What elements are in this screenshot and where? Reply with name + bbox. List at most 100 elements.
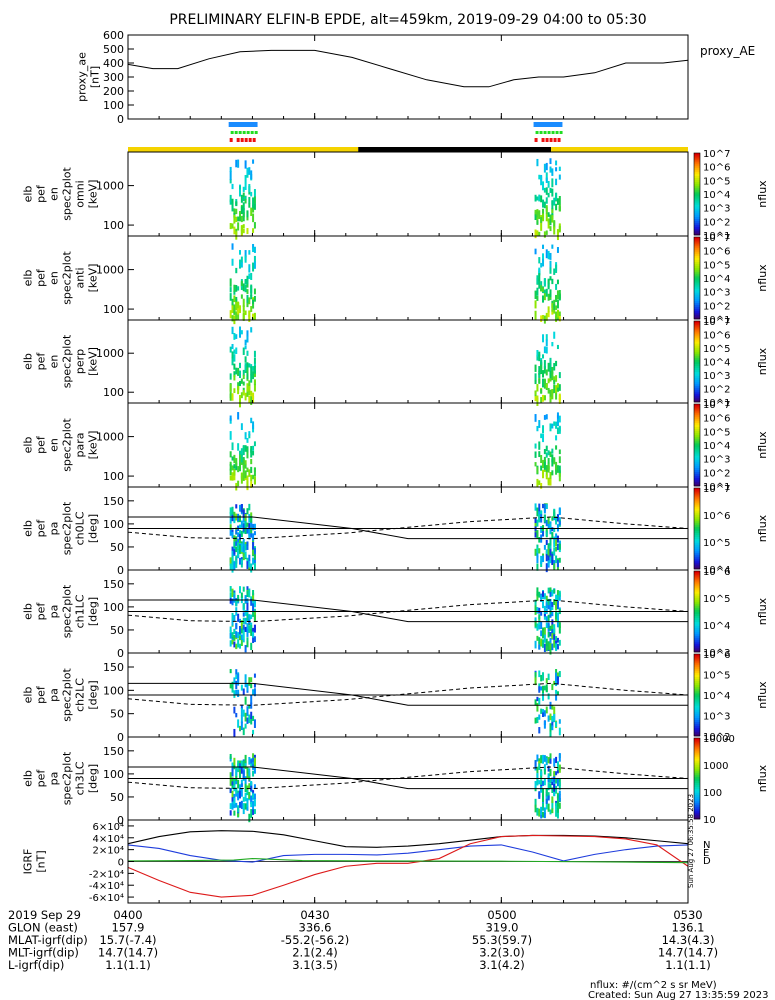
spectro-cell [547,378,550,384]
ylabel-line: pa [48,522,61,536]
spectro-cell [235,537,238,546]
spectro-cell [239,769,241,775]
spectro-cell [231,612,234,620]
spectro-cell [551,309,554,315]
spectro-cell [547,782,550,791]
ylabel-line: para [74,433,87,458]
proxy-ae-right-label: proxy_AE [700,44,755,58]
spectro-cell [252,213,255,223]
spectro-cell [545,684,548,692]
colorbar-seg [694,788,700,792]
spectro-cell [233,208,236,218]
spectro-cell [242,312,245,320]
colorbar-seg [694,434,700,438]
spectro-cell [240,194,243,203]
spectro-cell [540,757,543,764]
colorbar-seg [694,506,700,509]
y-tick-label: 100 [103,768,124,781]
spectro-cell [244,762,247,769]
flag-green-0-2 [238,131,242,134]
spectro-cell [553,547,556,556]
spectro-cell [534,373,537,383]
spectro-cell [246,557,249,564]
spectro-cell [231,632,234,637]
spectro-cell [250,272,253,280]
y-tick-label: 150 [103,745,124,758]
spectro-cell [240,707,243,717]
spectro-cell [553,197,556,206]
spectro-cell [558,294,561,300]
spectro-cell [233,677,236,685]
colorbar-seg [694,271,700,275]
spectro-cell [253,523,256,531]
flag-blue-1 [533,122,563,127]
spectro-cell [534,677,537,686]
spectro-cell [534,640,537,649]
colorbar-seg [694,300,700,303]
colorbar-seg [694,554,700,558]
colorbar-seg [694,812,700,816]
spectro-cell [248,704,251,709]
flag-red-0-2 [244,138,248,142]
colorbar-tick: 10^5 [703,176,730,187]
spectro-cell [547,614,550,623]
spectro-cell [543,613,546,620]
spectro-cell [237,466,240,473]
ylabel-line: pef [35,352,48,371]
spectro-cell [250,170,253,180]
spectro-cell [246,275,249,285]
ylabel-line: pa [48,688,61,702]
spectro-cell [545,504,548,510]
spectro-cell [229,451,232,458]
colorbar-tick: 10^7 [703,400,730,411]
spectro-cell [242,464,245,473]
spectro-cell [252,715,255,721]
spectro-cell [237,382,240,390]
spectro-cell [240,559,243,564]
colorbar-seg [694,481,700,485]
spectro-cell [540,388,543,394]
colorbar-frame [693,570,701,653]
spectro-cell [551,244,554,249]
colorbar-seg [694,365,700,368]
colorbar-tick: 10^1 [703,398,730,409]
spectro-cell [246,451,249,459]
spectro-cell [250,458,253,465]
flag-green-0-5 [250,131,254,134]
colorbar-seg [694,744,700,747]
spectro-cell [242,808,245,815]
ephem-value: -55.2(-56.2) [281,933,349,947]
y-tick-label: 150 [103,661,124,674]
spectro-cell [551,209,554,217]
spectro-cell [536,507,539,517]
spectro-cell [246,602,249,611]
colorbar-seg [694,212,700,215]
spectro-cell [231,598,234,606]
spectro-cell [553,268,556,275]
spectro-cell [229,557,232,567]
colorbar-frame [693,737,701,820]
spectro-cell [536,220,539,225]
spectro-cell [551,208,554,214]
spectro-cell [248,677,251,686]
colorbar-seg [694,414,700,417]
spectro-cell [233,511,236,517]
spectro-cell [536,478,539,487]
spectro-cell [538,763,541,770]
ephem-value: 1.1(1.1) [105,958,151,972]
spectro-cell [246,542,249,550]
spectro-cell [242,283,245,292]
colorbar-seg [694,684,700,688]
spectro-cell [229,468,232,476]
spectro-cell [558,166,561,171]
colorbar-tick: 10^6 [703,511,730,522]
spectro-cell [252,689,255,696]
spectro-cell [545,798,548,804]
colorbar-seg [694,359,700,362]
spectro-cell [534,229,537,239]
colorbar-tick: 10^3 [703,455,730,466]
y-tick-label: 4×10⁴ [93,834,124,845]
spectro-cell [246,767,249,774]
spectro-cell [538,536,541,543]
